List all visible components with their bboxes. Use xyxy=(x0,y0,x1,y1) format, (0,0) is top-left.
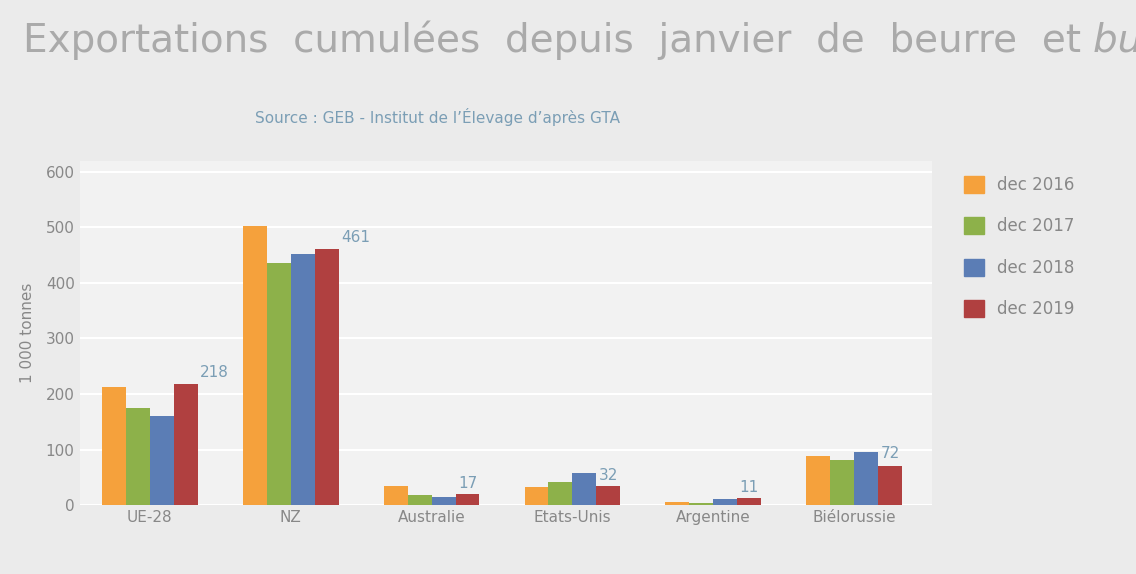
Bar xyxy=(690,503,713,505)
Bar xyxy=(830,460,854,505)
Bar xyxy=(126,408,150,505)
Bar xyxy=(878,466,902,505)
Bar xyxy=(666,502,690,505)
Text: 17: 17 xyxy=(458,476,477,491)
Legend: dec 2016, dec 2017, dec 2018, dec 2019: dec 2016, dec 2017, dec 2018, dec 2019 xyxy=(957,169,1081,325)
Bar xyxy=(291,254,315,505)
Y-axis label: 1 000 tonnes: 1 000 tonnes xyxy=(19,283,34,383)
Bar xyxy=(807,456,830,505)
Bar xyxy=(267,263,291,505)
Text: Exportations  cumulées  depuis  janvier  de  beurre  et: Exportations cumulées depuis janvier de … xyxy=(23,21,1093,60)
Bar xyxy=(432,497,456,505)
Text: Source : GEB - Institut de l’Élevage d’après GTA: Source : GEB - Institut de l’Élevage d’a… xyxy=(254,108,620,126)
Text: 11: 11 xyxy=(740,479,759,495)
Bar xyxy=(525,487,549,505)
Text: butter oïl: butter oïl xyxy=(1093,21,1136,59)
Bar xyxy=(549,482,573,505)
Bar xyxy=(315,249,339,505)
Text: 461: 461 xyxy=(341,230,370,245)
Text: 72: 72 xyxy=(880,445,900,461)
Bar xyxy=(243,226,267,505)
Bar xyxy=(174,384,198,505)
Bar xyxy=(596,486,620,505)
Bar xyxy=(150,416,174,505)
Bar xyxy=(713,499,737,505)
Bar xyxy=(456,494,479,505)
Bar xyxy=(854,452,878,505)
Bar xyxy=(384,486,408,505)
Text: 218: 218 xyxy=(200,364,229,379)
Text: 32: 32 xyxy=(599,468,618,483)
Bar xyxy=(573,474,596,505)
Bar xyxy=(737,498,761,505)
Bar xyxy=(408,495,432,505)
Bar xyxy=(102,387,126,505)
